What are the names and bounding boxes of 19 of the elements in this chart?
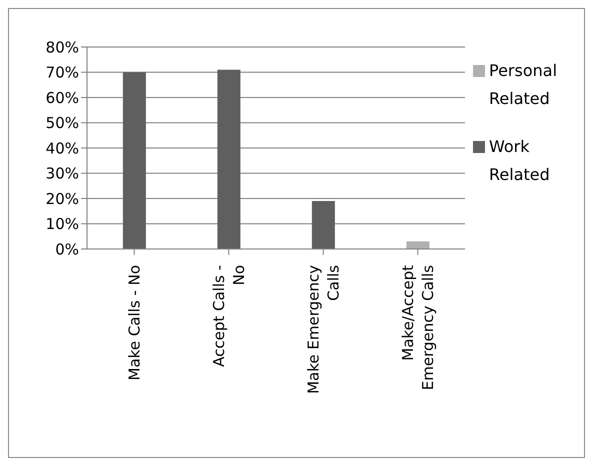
x-tick-label: Make Emergency Calls [304,264,342,394]
y-tick-label: 10% [46,215,79,234]
x-tick-label: Accept Calls - No [210,265,248,367]
y-tick-label: 80% [46,38,79,56]
y-tick-label: 20% [46,190,79,208]
y-tick-label: 50% [46,114,79,132]
y-tick-label: 0% [55,240,79,258]
bar [312,201,335,249]
y-tick-label: 60% [46,88,79,107]
bar [122,72,146,249]
y-tick-label: 70% [46,64,79,82]
bar [217,70,240,249]
y-tick-label: 30% [46,164,79,183]
legend-label: Work Related [489,136,551,186]
y-tick-label: 40% [46,139,79,158]
bar [406,241,430,249]
x-tick-label: Make Calls - No [125,265,144,380]
x-tick-label: Make/Accept Emergency Calls [398,264,437,390]
legend-label: Personal Related [489,60,558,110]
